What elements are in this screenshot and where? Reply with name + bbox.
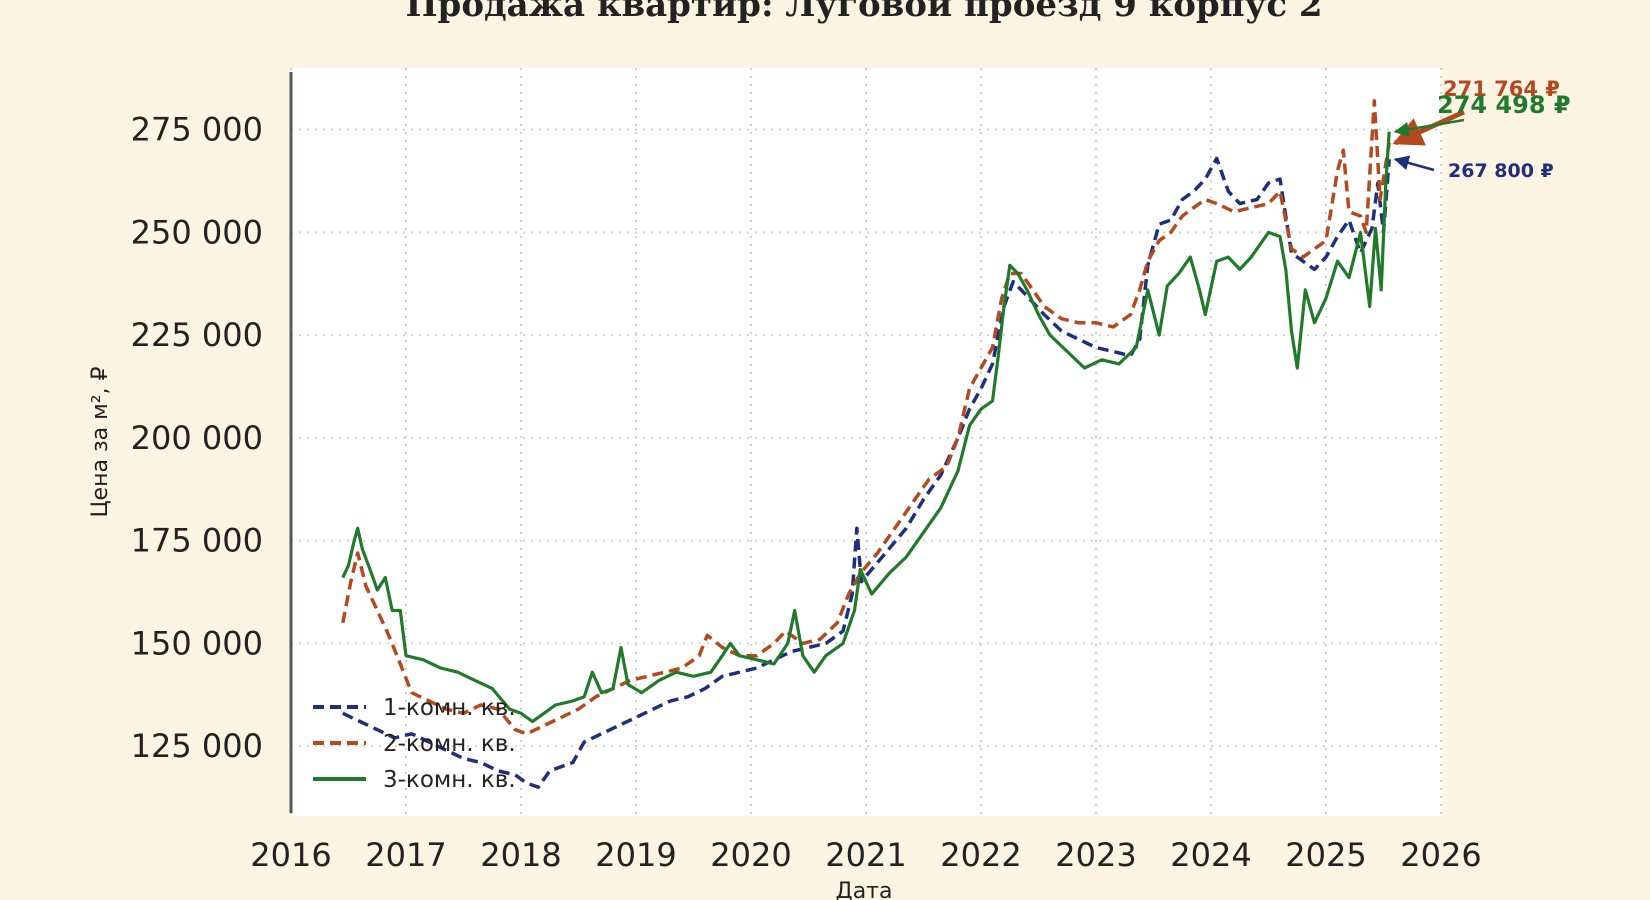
x-tick-label: 2021 <box>825 836 906 874</box>
plot-area <box>291 68 1441 816</box>
x-tick-label: 2026 <box>1400 836 1481 874</box>
y-axis-label: Цена за м², ₽ <box>88 366 113 517</box>
series-layer <box>341 99 1391 789</box>
x-axis-label: Дата <box>836 879 893 900</box>
x-tick-label: 2024 <box>1170 836 1251 874</box>
legend-label: 2-комн. кв. <box>383 731 516 757</box>
y-tick-label: 150 000 <box>131 624 263 662</box>
x-tick-label: 2019 <box>595 836 676 874</box>
y-tick-label: 200 000 <box>131 419 263 457</box>
x-tick-label: 2018 <box>480 836 561 874</box>
series-line-3 <box>341 131 1391 724</box>
annotation-arrow <box>1392 109 1466 146</box>
x-tick-label: 2017 <box>365 836 446 874</box>
series-line-1 <box>342 156 1391 789</box>
legend-label: 1-комн. кв. <box>383 695 516 721</box>
last-value-label: 274 498 ₽ <box>1437 91 1571 119</box>
series-line-2 <box>341 99 1391 736</box>
annotation-arrow <box>1393 155 1435 172</box>
annotation-arrow <box>1393 118 1465 137</box>
last-value-label: 267 800 ₽ <box>1448 160 1554 182</box>
y-tick-label: 125 000 <box>131 727 263 765</box>
y-tick-label: 225 000 <box>131 316 263 354</box>
chart-title: Продажа квартир: Луговой проезд 9 корпус… <box>405 0 1322 25</box>
legend: 1-комн. кв. 2-комн. кв. 3-комн. кв. <box>313 695 516 793</box>
x-tick-label: 2022 <box>940 836 1021 874</box>
last-value-annotations: 267 800 ₽ 271 764 ₽274 498 ₽ <box>1392 77 1571 182</box>
y-tick-label: 275 000 <box>131 111 263 149</box>
tick-labels: 2016 2017 2018 2019 2020 2021 2022 2023 2024 2025… <box>131 111 1482 874</box>
y-tick-label: 175 000 <box>131 522 263 560</box>
y-tick-label: 250 000 <box>131 213 263 251</box>
last-value-label: 271 764 ₽ <box>1443 77 1560 101</box>
legend-label: 3-комн. кв. <box>383 767 516 793</box>
x-tick-label: 2023 <box>1055 836 1136 874</box>
x-tick-label: 2020 <box>710 836 791 874</box>
x-tick-label: 2016 <box>250 836 331 874</box>
x-tick-label: 2025 <box>1285 836 1366 874</box>
